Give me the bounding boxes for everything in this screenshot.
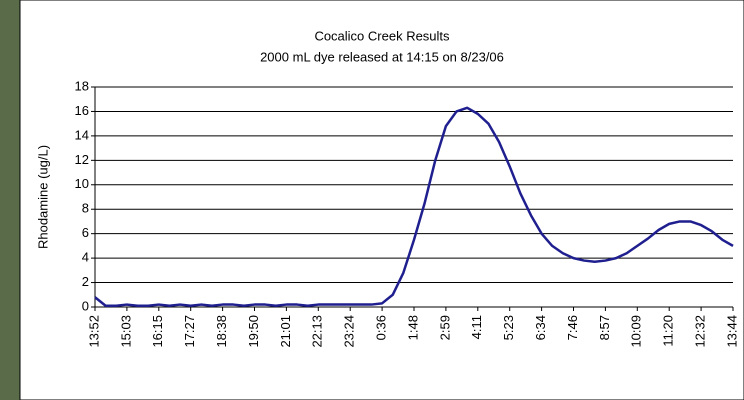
x-tick-label: 16:15 <box>150 315 165 348</box>
x-tick-label: 13:44 <box>724 315 739 348</box>
x-tick-label: 12:32 <box>693 315 708 348</box>
x-tick-label: 2:59 <box>437 315 452 340</box>
y-tick-label: 14 <box>75 127 89 142</box>
x-tick-label: 19:50 <box>246 315 261 348</box>
y-tick-label: 4 <box>82 250 89 265</box>
x-tick-label: 1:48 <box>405 315 420 340</box>
y-tick-label: 10 <box>75 176 89 191</box>
background-photo-strip <box>0 0 20 400</box>
x-tick-label: 11:20 <box>661 315 676 347</box>
y-tick-label: 18 <box>75 78 89 93</box>
x-tick-label: 0:36 <box>374 315 389 340</box>
x-tick-label: 5:23 <box>501 315 516 340</box>
x-tick-label: 23:24 <box>342 315 357 348</box>
x-tick-label: 13:52 <box>86 315 101 348</box>
x-tick-label: 17:27 <box>182 315 197 348</box>
y-tick-label: 16 <box>75 103 89 118</box>
x-tick-label: 22:13 <box>310 315 325 348</box>
x-tick-label: 8:57 <box>597 315 612 340</box>
chart-subtitle: 2000 mL dye released at 14:15 on 8/23/06 <box>260 49 504 64</box>
y-tick-label: 0 <box>82 298 89 313</box>
y-axis-title: Rhodamine (ug/L) <box>35 145 50 249</box>
chart: Cocalico Creek Results 2000 mL dye relea… <box>0 0 744 400</box>
y-tick-label: 6 <box>82 225 89 240</box>
x-tick-label: 4:11 <box>469 315 484 339</box>
x-tick-label: 15:03 <box>118 315 133 348</box>
x-tick-label: 18:38 <box>214 315 229 348</box>
x-tick-label: 6:34 <box>533 315 548 340</box>
x-tick-label: 7:46 <box>565 315 580 340</box>
chart-title: Cocalico Creek Results <box>314 28 450 43</box>
y-tick-label: 2 <box>82 274 89 289</box>
x-tick-label: 10:09 <box>629 315 644 348</box>
x-tick-label: 21:01 <box>278 315 293 348</box>
y-tick-label: 12 <box>75 152 89 167</box>
y-tick-label: 8 <box>82 201 89 216</box>
